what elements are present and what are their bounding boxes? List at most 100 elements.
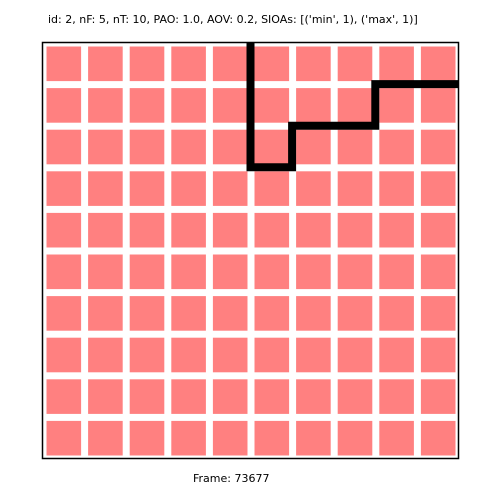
frame-counter: Frame: 73677	[193, 472, 270, 485]
board-cell	[254, 46, 290, 82]
board-cell	[129, 88, 165, 123]
title-text: id: 2, nF: 5, nT: 10, PAO: 1.0, AOV: 0.2…	[48, 13, 418, 26]
board-cell	[171, 254, 206, 290]
board-cell	[129, 254, 165, 290]
board-cell	[420, 296, 456, 331]
board-cell	[129, 129, 165, 165]
board-cell	[420, 379, 456, 414]
board-cell	[171, 171, 206, 206]
board-cell	[46, 254, 82, 290]
path-group	[246, 42, 459, 172]
board-cell	[379, 46, 414, 82]
board-cell	[420, 129, 456, 165]
board-cell	[212, 296, 248, 331]
board-cell	[296, 296, 331, 331]
board-cell	[88, 171, 123, 206]
board-cell	[171, 212, 206, 248]
board-cell	[212, 254, 248, 290]
board-cell	[337, 88, 373, 123]
board-cell	[46, 171, 82, 206]
board-cell	[129, 337, 165, 373]
board-cell	[296, 46, 331, 82]
board-cell	[212, 129, 248, 165]
board-cell	[212, 88, 248, 123]
board-cell	[171, 129, 206, 165]
board-cell	[46, 337, 82, 373]
board-cell	[254, 296, 290, 331]
board-cell	[254, 129, 290, 165]
board-cell	[254, 379, 290, 414]
board-cell	[88, 88, 123, 123]
board-cell	[296, 212, 331, 248]
board-cell	[296, 420, 331, 456]
board-cell	[337, 129, 373, 165]
board-cell	[254, 212, 290, 248]
board-cell	[88, 46, 123, 82]
board-cell	[420, 337, 456, 373]
board-cell	[379, 88, 414, 123]
board-cell	[212, 337, 248, 373]
board-cell	[171, 296, 206, 331]
board-cell	[296, 254, 331, 290]
board-cell	[420, 171, 456, 206]
board-cell	[88, 337, 123, 373]
board-cell	[337, 420, 373, 456]
board-cell	[46, 296, 82, 331]
board-cell	[129, 212, 165, 248]
board-cell	[337, 212, 373, 248]
agent-path-line	[246, 42, 459, 172]
board-cell	[129, 379, 165, 414]
board-cell	[337, 46, 373, 82]
board-cell	[46, 420, 82, 456]
board-cell	[46, 46, 82, 82]
board-cell	[171, 88, 206, 123]
board-cell	[420, 88, 456, 123]
board-cell	[379, 379, 414, 414]
board-cell	[420, 254, 456, 290]
board-cell	[212, 212, 248, 248]
board-cell	[296, 88, 331, 123]
board-cell	[420, 420, 456, 456]
board-cell	[254, 88, 290, 123]
board-cell	[254, 254, 290, 290]
board-cell	[420, 46, 456, 82]
board-cell	[296, 129, 331, 165]
board-cell	[88, 379, 123, 414]
board-cell	[88, 212, 123, 248]
board-cell	[379, 171, 414, 206]
board-cell	[171, 420, 206, 456]
board-cell	[337, 171, 373, 206]
board-cell	[337, 254, 373, 290]
board-cell	[296, 171, 331, 206]
board-cell	[254, 171, 290, 206]
board-cell	[379, 337, 414, 373]
board-cell	[129, 46, 165, 82]
board-cell	[379, 420, 414, 456]
board-cell	[296, 379, 331, 414]
board-cell	[171, 379, 206, 414]
board-cell	[88, 129, 123, 165]
board-cell	[337, 379, 373, 414]
cells-group	[46, 46, 456, 456]
board-cell	[296, 337, 331, 373]
board-cell	[129, 296, 165, 331]
board-cell	[88, 296, 123, 331]
board-cell	[46, 129, 82, 165]
board-cell	[379, 212, 414, 248]
board-cell	[46, 88, 82, 123]
board-cell	[46, 212, 82, 248]
board-cell	[254, 420, 290, 456]
board-cell	[88, 254, 123, 290]
board-cell	[46, 379, 82, 414]
board-cell	[337, 337, 373, 373]
board-cell	[88, 420, 123, 456]
board-cell	[420, 212, 456, 248]
board-cell	[212, 46, 248, 82]
board-cell	[379, 296, 414, 331]
board-cell	[379, 254, 414, 290]
board-cell	[254, 337, 290, 373]
board-cell	[171, 337, 206, 373]
board-cell	[171, 46, 206, 82]
board-cell	[212, 171, 248, 206]
